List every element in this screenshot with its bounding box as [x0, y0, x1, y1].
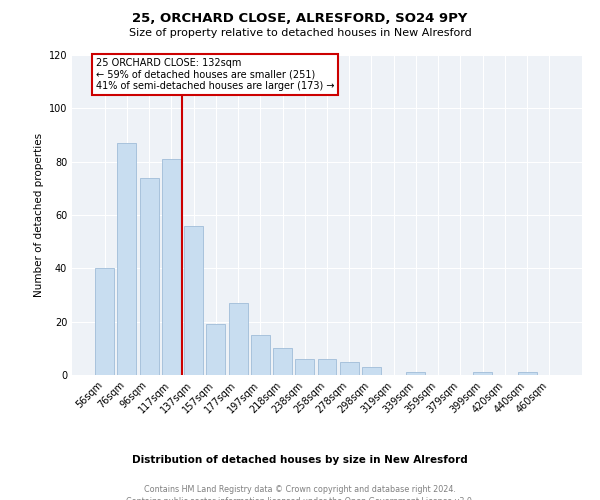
Text: 25, ORCHARD CLOSE, ALRESFORD, SO24 9PY: 25, ORCHARD CLOSE, ALRESFORD, SO24 9PY	[133, 12, 467, 26]
Bar	[406, 372, 425, 375]
Bar	[95, 268, 114, 375]
Text: Size of property relative to detached houses in New Alresford: Size of property relative to detached ho…	[128, 28, 472, 38]
Bar	[518, 372, 536, 375]
Bar	[317, 359, 337, 375]
Bar	[140, 178, 158, 375]
Bar	[340, 362, 359, 375]
Bar	[295, 359, 314, 375]
Text: Contains HM Land Registry data © Crown copyright and database right 2024.
Contai: Contains HM Land Registry data © Crown c…	[126, 485, 474, 500]
Bar	[184, 226, 203, 375]
Text: Distribution of detached houses by size in New Alresford: Distribution of detached houses by size …	[132, 455, 468, 465]
Bar	[251, 335, 270, 375]
Bar	[206, 324, 225, 375]
Bar	[229, 303, 248, 375]
Bar	[362, 367, 381, 375]
Bar	[118, 143, 136, 375]
Y-axis label: Number of detached properties: Number of detached properties	[34, 133, 44, 297]
Bar	[273, 348, 292, 375]
Text: 25 ORCHARD CLOSE: 132sqm
← 59% of detached houses are smaller (251)
41% of semi-: 25 ORCHARD CLOSE: 132sqm ← 59% of detach…	[96, 58, 334, 91]
Bar	[162, 159, 181, 375]
Bar	[473, 372, 492, 375]
